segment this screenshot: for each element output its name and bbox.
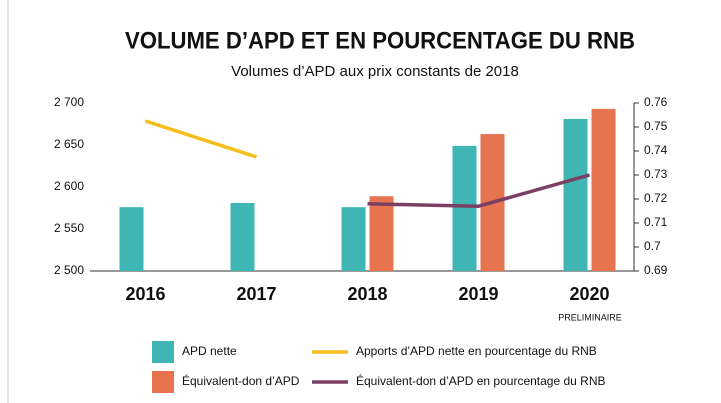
x-tick-label: 2018 [347, 284, 387, 304]
line [144, 119, 258, 159]
x-tick-label: 2017 [236, 284, 276, 304]
x-tick-label: 2019 [458, 284, 498, 304]
chart-title: VOLUME D’APD ET EN POURCENTAGE DU RNB [125, 27, 635, 54]
bar [119, 207, 144, 271]
legend-swatch [152, 371, 174, 393]
y2-tick-label: 0.73 [644, 167, 668, 181]
legend-label: Équivalent-don d’APD en pourcentage du R… [356, 373, 606, 388]
line [367, 173, 590, 208]
y2-tick-label: 0.74 [644, 143, 668, 157]
bar [230, 202, 255, 271]
x-tick-label: 2016 [125, 284, 165, 304]
bar [369, 196, 394, 271]
legend-label: APD nette [182, 344, 237, 358]
legend-swatch [152, 341, 174, 363]
y2-tick-label: 0.7 [644, 239, 661, 253]
y-tick-label: 2 700 [54, 95, 84, 109]
y2-tick-label: 0.76 [644, 95, 668, 109]
x-tick-label: 2020 [569, 284, 609, 304]
y2-tick-label: 0.69 [644, 263, 668, 277]
bar [452, 145, 477, 271]
y2-tick-label: 0.72 [644, 191, 668, 205]
y2-tick-label: 0.71 [644, 215, 668, 229]
y-tick-label: 2 650 [54, 137, 84, 151]
legend-label: Équivalent-don d’APD [182, 373, 300, 388]
y2-tick-label: 0.75 [644, 119, 668, 133]
y-tick-label: 2 550 [54, 221, 84, 235]
bar [341, 207, 366, 271]
annotation: PRELIMINAIRE [558, 312, 622, 322]
bar [591, 108, 616, 271]
y-tick-label: 2 600 [54, 179, 84, 193]
bar [563, 118, 588, 272]
legend-label: Apports d’APD nette en pourcentage du RN… [356, 344, 597, 358]
chart-subtitle: Volumes d’APD aux prix constants de 2018 [231, 63, 519, 80]
y-tick-label: 2 500 [54, 263, 84, 277]
